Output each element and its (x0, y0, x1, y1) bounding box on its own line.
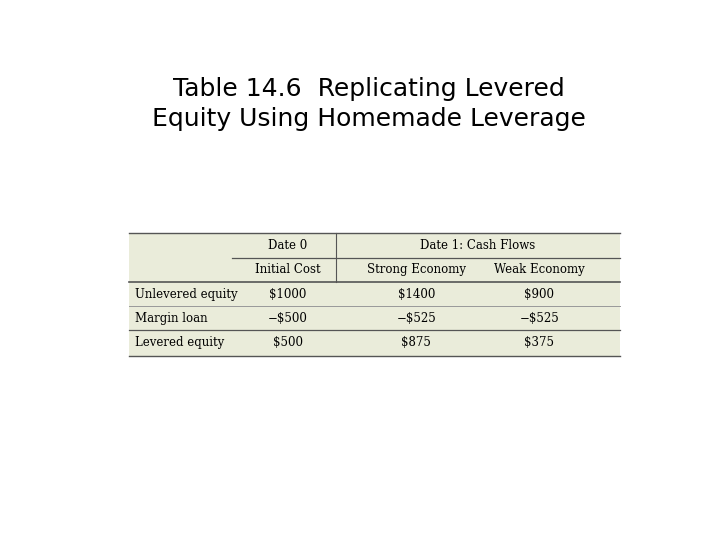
Text: $900: $900 (524, 288, 554, 301)
Text: $1400: $1400 (397, 288, 435, 301)
Text: $500: $500 (273, 336, 303, 349)
Text: −$525: −$525 (397, 312, 436, 325)
Text: Date 1: Cash Flows: Date 1: Cash Flows (420, 239, 536, 252)
Text: Strong Economy: Strong Economy (367, 264, 466, 276)
Text: $1000: $1000 (269, 288, 307, 301)
Text: $375: $375 (524, 336, 554, 349)
Text: −$525: −$525 (519, 312, 559, 325)
Text: Table 14.6  Replicating Levered
Equity Using Homemade Leverage: Table 14.6 Replicating Levered Equity Us… (152, 77, 586, 131)
Text: $875: $875 (402, 336, 431, 349)
Text: Initial Cost: Initial Cost (256, 264, 321, 276)
Text: Weak Economy: Weak Economy (494, 264, 585, 276)
Text: Margin loan: Margin loan (135, 312, 207, 325)
Text: Unlevered equity: Unlevered equity (135, 288, 238, 301)
Text: Date 0: Date 0 (269, 239, 307, 252)
Text: −$500: −$500 (268, 312, 308, 325)
FancyBboxPatch shape (129, 233, 620, 356)
Text: Levered equity: Levered equity (135, 336, 224, 349)
